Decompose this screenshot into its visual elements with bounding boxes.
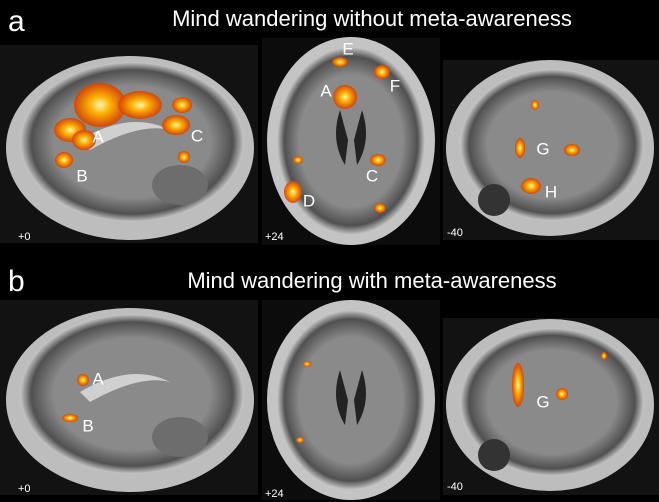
- region-label: A: [92, 127, 104, 146]
- region-label: F: [390, 76, 400, 95]
- slice-coordinate: +24: [265, 488, 284, 500]
- region-label: G: [536, 139, 549, 158]
- panel-title: Mind wandering without meta-awareness: [172, 6, 572, 31]
- figure: a Mind wandering without meta-awareness …: [0, 0, 659, 502]
- region-label: B: [82, 416, 93, 435]
- slice-coordinate: -40: [447, 481, 463, 493]
- region-label: A: [320, 81, 332, 100]
- slice-coordinate: +0: [18, 231, 31, 243]
- region-label: D: [303, 191, 315, 210]
- region-label: B: [76, 166, 87, 185]
- region-label: E: [342, 39, 353, 58]
- slice-coordinate: +24: [265, 231, 284, 243]
- panel-letter: a: [8, 5, 25, 38]
- region-label: C: [191, 126, 203, 145]
- region-label: C: [366, 166, 378, 185]
- panel-letter: b: [8, 265, 25, 298]
- slice-coordinate: -40: [447, 227, 463, 239]
- panel-title: Mind wandering with meta-awareness: [187, 268, 556, 293]
- region-label: A: [92, 369, 104, 388]
- region-label: H: [545, 182, 557, 201]
- region-label: G: [536, 392, 549, 411]
- slice-coordinate: +0: [18, 483, 31, 495]
